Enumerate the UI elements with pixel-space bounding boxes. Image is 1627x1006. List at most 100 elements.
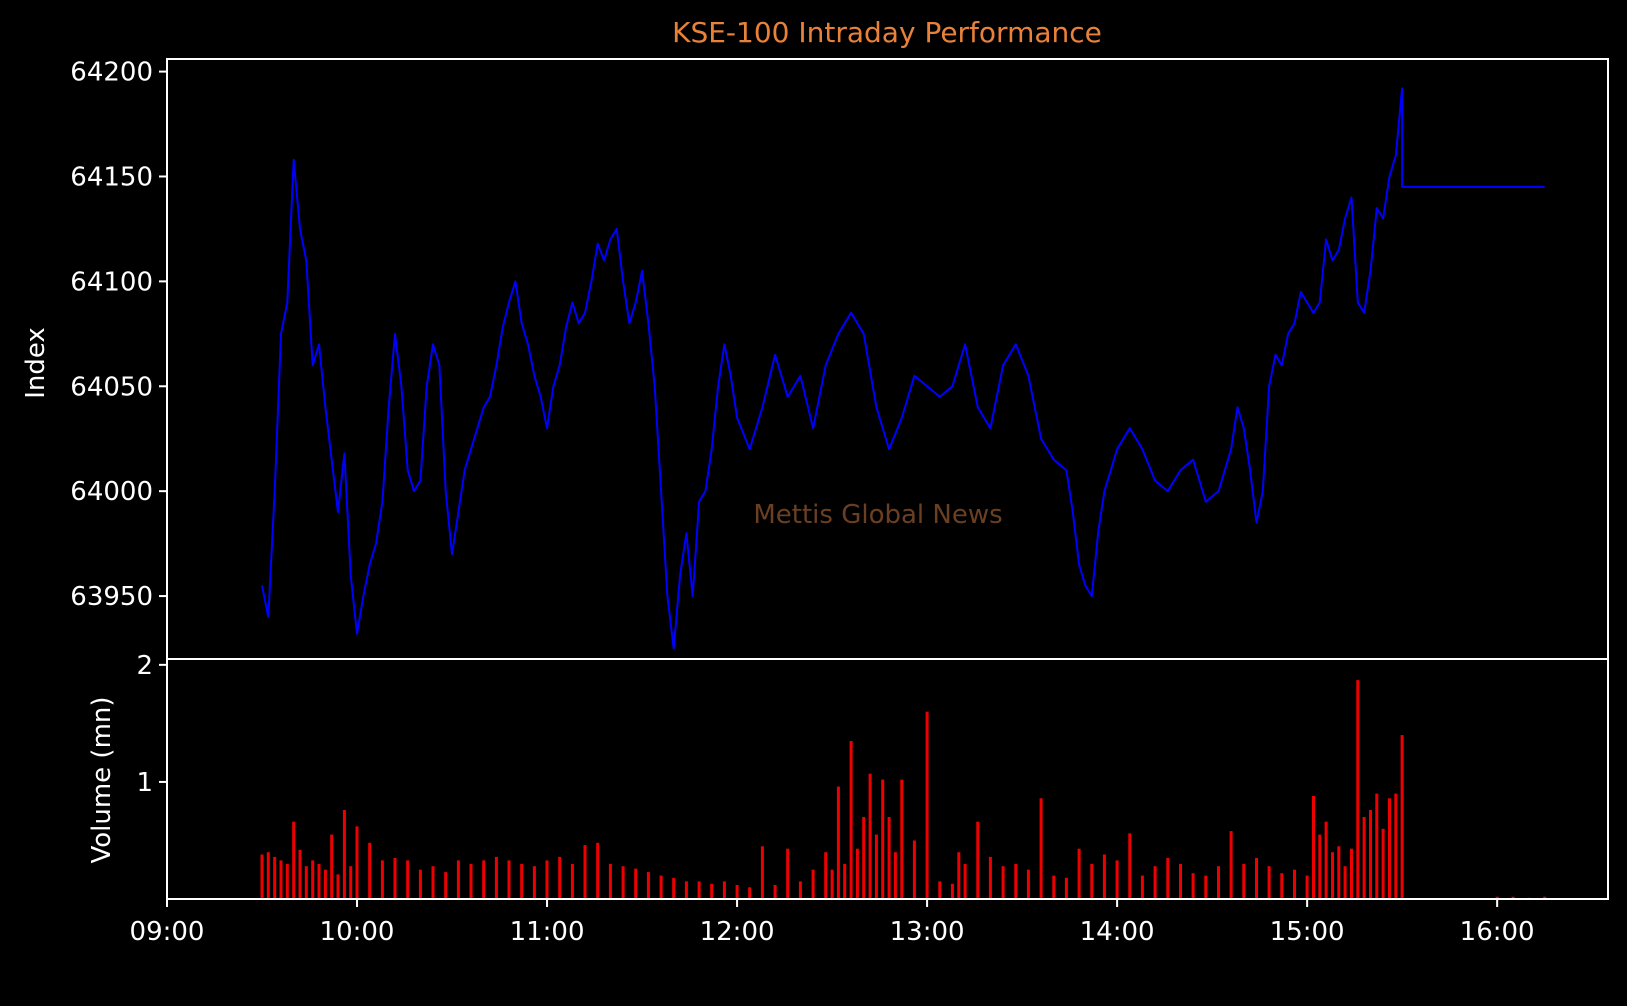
volume-bar — [317, 863, 321, 899]
volume-bar — [311, 860, 315, 899]
x-tick-label: 10:00 — [320, 917, 395, 947]
volume-bar — [273, 856, 277, 899]
volume-bar — [349, 866, 353, 899]
volume-y-tick-label: 1 — [136, 768, 153, 798]
x-tick-label: 13:00 — [890, 917, 965, 947]
volume-bar — [830, 869, 834, 899]
volume-bar — [456, 860, 460, 899]
volume-bar — [380, 860, 384, 899]
volume-bar — [855, 848, 859, 899]
volume-bar — [520, 863, 524, 899]
volume-bar — [1312, 796, 1315, 899]
volume-bar — [760, 846, 764, 899]
volume-y-tick-label: 2 — [136, 651, 153, 681]
volume-bar — [646, 872, 650, 899]
volume-bar — [298, 849, 302, 899]
volume-bar — [1052, 875, 1056, 899]
volume-bar — [1077, 848, 1081, 899]
index-y-axis-label: Index — [21, 327, 51, 399]
volume-bar — [558, 856, 562, 899]
volume-bar — [836, 786, 840, 899]
volume-bar — [1337, 846, 1341, 899]
volume-bar — [874, 834, 878, 899]
volume-bar — [1014, 863, 1018, 899]
volume-bar — [1090, 863, 1094, 899]
volume-bar — [697, 881, 701, 899]
volume-bar — [266, 852, 270, 899]
volume-bar — [900, 779, 904, 899]
volume-bar — [418, 869, 422, 899]
volume-bar — [406, 860, 410, 899]
volume-bar — [938, 881, 942, 899]
volume-bar — [323, 869, 327, 899]
volume-bar — [710, 883, 714, 899]
x-tick-label: 11:00 — [510, 917, 585, 947]
volume-bar — [304, 866, 308, 899]
x-tick-label: 16:00 — [1460, 917, 1535, 947]
volume-bar — [1217, 866, 1220, 899]
watermark: Mettis Global News — [753, 500, 1002, 530]
volume-bar — [1102, 854, 1106, 899]
volume-bar — [431, 866, 435, 899]
volume-bar — [1375, 793, 1379, 899]
volume-bar — [1381, 828, 1385, 899]
volume-bar — [507, 860, 511, 899]
volume-bar — [887, 817, 891, 899]
volume-panel: 12 Volume (mn) — [87, 651, 1609, 900]
x-tick-label: 15:00 — [1270, 917, 1345, 947]
volume-bar — [672, 877, 676, 899]
x-tick-label: 14:00 — [1080, 917, 1155, 947]
index-panel: 63950 64000 64050 64100 64150 64200 Index — [21, 58, 1609, 660]
volume-bar — [1204, 875, 1208, 899]
volume-bar — [893, 852, 897, 899]
volume-bar — [1140, 875, 1144, 899]
volume-bar — [368, 842, 372, 899]
volume-bar — [336, 874, 340, 899]
volume-bar — [868, 773, 872, 899]
volume-bar — [545, 860, 549, 899]
volume-y-ticks: 12 — [136, 651, 167, 798]
volume-bar — [330, 834, 334, 899]
volume-bar — [1229, 831, 1233, 899]
volume-bar — [862, 817, 866, 899]
volume-bar — [1179, 863, 1182, 899]
volume-bar — [1394, 793, 1398, 899]
volume-bar — [1388, 798, 1391, 899]
volume-bar — [1128, 833, 1132, 899]
volume-bar — [1343, 866, 1347, 899]
volume-bar — [1356, 680, 1360, 899]
volume-bar — [659, 875, 663, 899]
volume-bar — [494, 856, 498, 899]
volume-bar — [393, 858, 397, 899]
volume-bar — [1305, 875, 1309, 899]
volume-bar — [1064, 877, 1068, 899]
volume-bar — [1166, 858, 1170, 899]
volume-bar — [786, 848, 790, 899]
volume-bar — [1511, 896, 1515, 899]
volume-bar — [279, 860, 283, 899]
volume-bar — [285, 863, 289, 899]
volume-bar — [1324, 821, 1328, 899]
volume-bar — [570, 863, 574, 899]
volume-bar — [1369, 810, 1372, 899]
volume-panel-frame — [166, 658, 1609, 900]
volume-bar — [1026, 869, 1030, 899]
volume-bar — [950, 883, 954, 899]
volume-bar — [1255, 858, 1258, 899]
x-tick-label: 12:00 — [700, 917, 775, 947]
volume-bar — [963, 863, 967, 899]
volume-bar — [1318, 834, 1322, 899]
volume-bar — [684, 881, 688, 899]
volume-bar — [976, 821, 980, 899]
index-series-line — [261, 87, 1545, 650]
index-y-tick-label: 64000 — [70, 477, 153, 507]
volume-bar — [1543, 896, 1547, 899]
volume-bar — [881, 779, 885, 899]
index-y-tick-label: 63950 — [70, 582, 153, 612]
volume-bar — [912, 840, 916, 899]
index-y-tick-label: 64200 — [70, 58, 153, 88]
volume-bar — [1191, 873, 1195, 899]
volume-bar — [621, 866, 625, 899]
